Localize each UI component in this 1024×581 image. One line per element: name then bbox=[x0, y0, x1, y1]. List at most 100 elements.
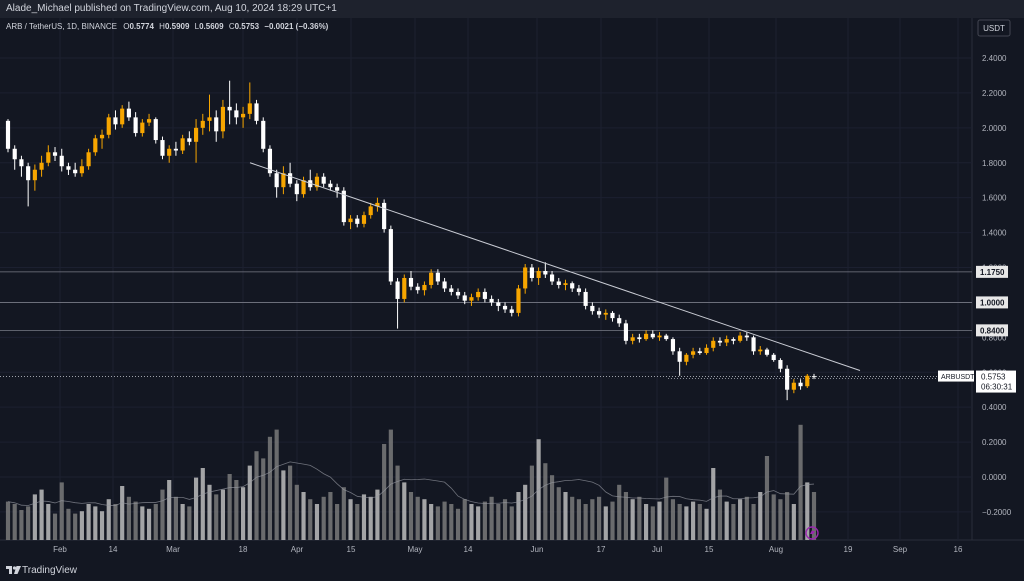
candle-body bbox=[361, 215, 367, 224]
lightning-icon-ring[interactable] bbox=[805, 526, 819, 540]
candle-body bbox=[160, 140, 165, 156]
candle-body bbox=[449, 288, 454, 292]
candle-body bbox=[368, 206, 373, 216]
currency-button-label[interactable]: USDT bbox=[983, 24, 1005, 33]
candle-body bbox=[422, 284, 427, 291]
candle-body bbox=[523, 267, 528, 289]
volume-bar bbox=[86, 504, 91, 540]
currency-button[interactable]: USDT bbox=[977, 19, 1011, 37]
time-tick-label: Sep bbox=[893, 545, 908, 554]
candle-body bbox=[388, 229, 393, 282]
volume-bar bbox=[66, 508, 71, 540]
volume-bar bbox=[133, 501, 138, 540]
candle-body bbox=[267, 148, 273, 174]
volume-bar bbox=[758, 492, 763, 540]
volume-bar bbox=[227, 474, 232, 540]
price-chart-svg[interactable]: 2.40002.20002.00001.80001.60001.40001.20… bbox=[0, 18, 1024, 561]
volume-bar bbox=[46, 504, 51, 540]
footer-bar bbox=[0, 561, 1024, 581]
chart-area[interactable]: 2.40002.20002.00001.80001.60001.40001.20… bbox=[0, 18, 1024, 561]
volume-bar bbox=[335, 504, 340, 540]
candle-body bbox=[355, 218, 360, 224]
time-tick-label: Feb bbox=[53, 545, 67, 554]
volume-bar bbox=[408, 492, 414, 540]
volume-bar bbox=[691, 501, 696, 540]
candle-body bbox=[274, 173, 279, 188]
candle-body bbox=[314, 176, 320, 188]
volume-bar bbox=[596, 496, 602, 540]
candle-body bbox=[234, 110, 239, 118]
volume-bar bbox=[308, 499, 313, 540]
lightning-icon[interactable] bbox=[805, 526, 819, 540]
volume-moving-average bbox=[7, 461, 815, 506]
candle-body bbox=[664, 335, 669, 340]
candle-body bbox=[140, 122, 145, 134]
candle-body bbox=[133, 117, 138, 134]
price-axis-panel[interactable] bbox=[972, 18, 1024, 561]
candle-body bbox=[482, 291, 487, 299]
publisher-line: Alade_Michael published on TradingView.c… bbox=[6, 3, 337, 14]
candle-body bbox=[220, 106, 226, 132]
volume-bar bbox=[5, 501, 11, 540]
horizontal-levels[interactable] bbox=[0, 271, 972, 379]
price-tick-label: 1.6000 bbox=[982, 194, 1007, 203]
volume-bar bbox=[502, 499, 508, 540]
price-tick-label: 2.2000 bbox=[982, 89, 1007, 98]
volume-bar bbox=[455, 508, 461, 540]
time-tick-label: 19 bbox=[844, 545, 853, 554]
trendline-layer[interactable] bbox=[249, 162, 861, 371]
volume-bar bbox=[556, 487, 561, 540]
volume-bar bbox=[630, 499, 635, 540]
time-tick-label: 16 bbox=[954, 545, 963, 554]
candle-body bbox=[382, 202, 387, 230]
candle-body bbox=[73, 169, 78, 174]
candle-body bbox=[529, 267, 534, 278]
volume-bar bbox=[664, 477, 669, 540]
volume-bar bbox=[590, 499, 595, 540]
volume-bar bbox=[496, 504, 501, 540]
candle-body bbox=[704, 347, 709, 354]
volume-bar bbox=[247, 465, 252, 540]
time-axis-ticks: Feb 14 Mar 18 Apr 15 May 14 Jun 17 Jul 15 Aug 19 Sep 16 bbox=[53, 545, 963, 554]
candle-body bbox=[106, 117, 111, 135]
volume-bar bbox=[724, 501, 729, 540]
level-price-tag bbox=[976, 296, 1008, 309]
volume-bar bbox=[321, 496, 326, 540]
volume-bar bbox=[711, 468, 716, 540]
candle-body bbox=[173, 148, 178, 151]
volume-bar bbox=[764, 456, 770, 540]
volume-bar bbox=[489, 496, 494, 540]
legend-close-label: C bbox=[229, 22, 235, 31]
candle-body bbox=[536, 270, 541, 278]
time-tick-label: May bbox=[407, 545, 422, 554]
candle-body bbox=[744, 335, 749, 338]
candle-body bbox=[99, 134, 105, 139]
candle-body bbox=[549, 274, 555, 282]
price-tick-label: 0.8000 bbox=[982, 333, 1007, 342]
candle-body bbox=[798, 382, 803, 387]
candle-body bbox=[684, 354, 689, 362]
volume-bar bbox=[785, 492, 790, 540]
currency-button-frame[interactable] bbox=[977, 19, 1011, 37]
candle-body bbox=[113, 117, 118, 125]
candle-body bbox=[583, 291, 588, 306]
footer-brand: TradingView bbox=[22, 565, 78, 576]
volume-bar bbox=[173, 496, 178, 540]
price-tags: 1.17501.00000.84000.5650ARBUSDT0.575306:… bbox=[938, 265, 1016, 393]
candle-body bbox=[52, 152, 58, 156]
volume-bar bbox=[167, 480, 172, 540]
volume-bar bbox=[791, 504, 796, 540]
legend-open-value: 0.5774 bbox=[129, 22, 154, 31]
volume-bar bbox=[476, 506, 481, 540]
lightning-icon-bolt[interactable] bbox=[810, 528, 815, 538]
candle-body bbox=[93, 138, 98, 153]
candle-body bbox=[321, 176, 326, 184]
candle-body bbox=[39, 162, 44, 170]
volume-bar bbox=[73, 513, 78, 540]
candle-body bbox=[617, 318, 622, 324]
volume-bar bbox=[200, 468, 205, 540]
candle-body bbox=[26, 166, 31, 181]
candle-body bbox=[435, 272, 440, 282]
volume-bar bbox=[617, 484, 622, 540]
volume-bar bbox=[778, 499, 783, 540]
